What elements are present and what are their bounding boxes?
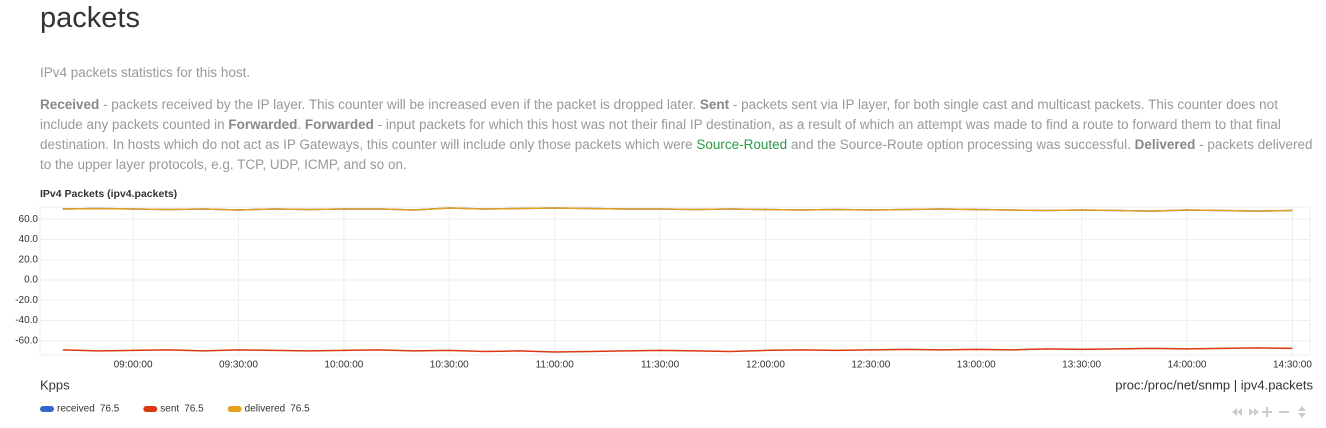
chart: IPv4 Packets (ipv4.packets) Kpps proc:/p…: [15, 188, 1313, 418]
x-tick-label: 10:30:00: [430, 360, 469, 371]
term: Forwarded: [304, 117, 374, 132]
term: Forwarded: [228, 117, 298, 132]
y-tick-label: -20.0: [15, 295, 38, 306]
x-tick-label: 14:00:00: [1168, 360, 1207, 371]
nav-icons[interactable]: [1232, 406, 1306, 418]
x-tick-label: 10:00:00: [324, 360, 363, 371]
subtitle: IPv4 packets statistics for this host.: [40, 65, 251, 80]
y-tick-label: -40.0: [15, 315, 38, 326]
x-tick-label: 11:30:00: [641, 360, 680, 371]
x-tick-label: 09:30:00: [219, 360, 258, 371]
x-tick-label: 14:30:00: [1273, 360, 1312, 371]
text: and the Source-Route option processing w…: [787, 137, 1135, 152]
x-tick-label: 13:30:00: [1062, 360, 1101, 371]
y-tick-label: 0.0: [24, 275, 38, 286]
text: - packets delivered to the upper layer p…: [40, 137, 1313, 172]
legend-swatch: [40, 406, 54, 412]
legend-swatch: [227, 406, 242, 412]
x-tick-label: 12:00:00: [746, 360, 785, 371]
legend-label: sent: [160, 404, 179, 415]
resize[interactable]: [1298, 406, 1306, 418]
legend-label: received: [57, 404, 95, 415]
y-tick-label: -60.0: [15, 335, 38, 346]
y-tick-label: 20.0: [19, 254, 39, 265]
term: Received: [40, 97, 100, 112]
plot-area: [39, 206, 1311, 356]
x-tick-label: 09:00:00: [114, 360, 153, 371]
text: .: [297, 117, 305, 132]
x-tick-label: 11:00:00: [536, 360, 575, 371]
text: - input packets for which this host was …: [40, 117, 1281, 152]
legend-value: 76.5: [100, 404, 120, 415]
pan-left[interactable]: [1232, 408, 1242, 416]
zoom-out[interactable]: [1279, 411, 1289, 413]
legend-swatch: [143, 406, 158, 412]
units: Kpps: [40, 377, 70, 392]
legend-value: 76.5: [290, 404, 310, 415]
chart-title: IPv4 Packets (ipv4.packets): [40, 188, 177, 200]
page-heading: packets: [40, 2, 140, 34]
zoom-in[interactable]: [1262, 407, 1272, 417]
description: Received - packets received by the IP la…: [40, 95, 1315, 175]
term: Delivered: [1134, 137, 1196, 152]
link[interactable]: Source-Routed: [696, 137, 788, 152]
source: proc:/proc/net/snmp | ipv4.packets: [1115, 377, 1313, 392]
series-line: [62, 347, 1293, 353]
legend-label: delivered: [245, 404, 286, 415]
legend-value: 76.5: [184, 404, 204, 415]
term: Sent: [699, 97, 730, 112]
y-tick-label: 60.0: [19, 214, 39, 225]
x-tick-label: 12:30:00: [851, 360, 890, 371]
x-tick-label: 13:00:00: [957, 360, 996, 371]
y-tick-label: 40.0: [19, 234, 39, 245]
series-line: [62, 207, 1293, 212]
text: - packets sent via IP layer, for both si…: [40, 97, 1278, 132]
text: - packets received by the IP layer. This…: [99, 97, 700, 112]
pan-right[interactable]: [1249, 408, 1259, 416]
